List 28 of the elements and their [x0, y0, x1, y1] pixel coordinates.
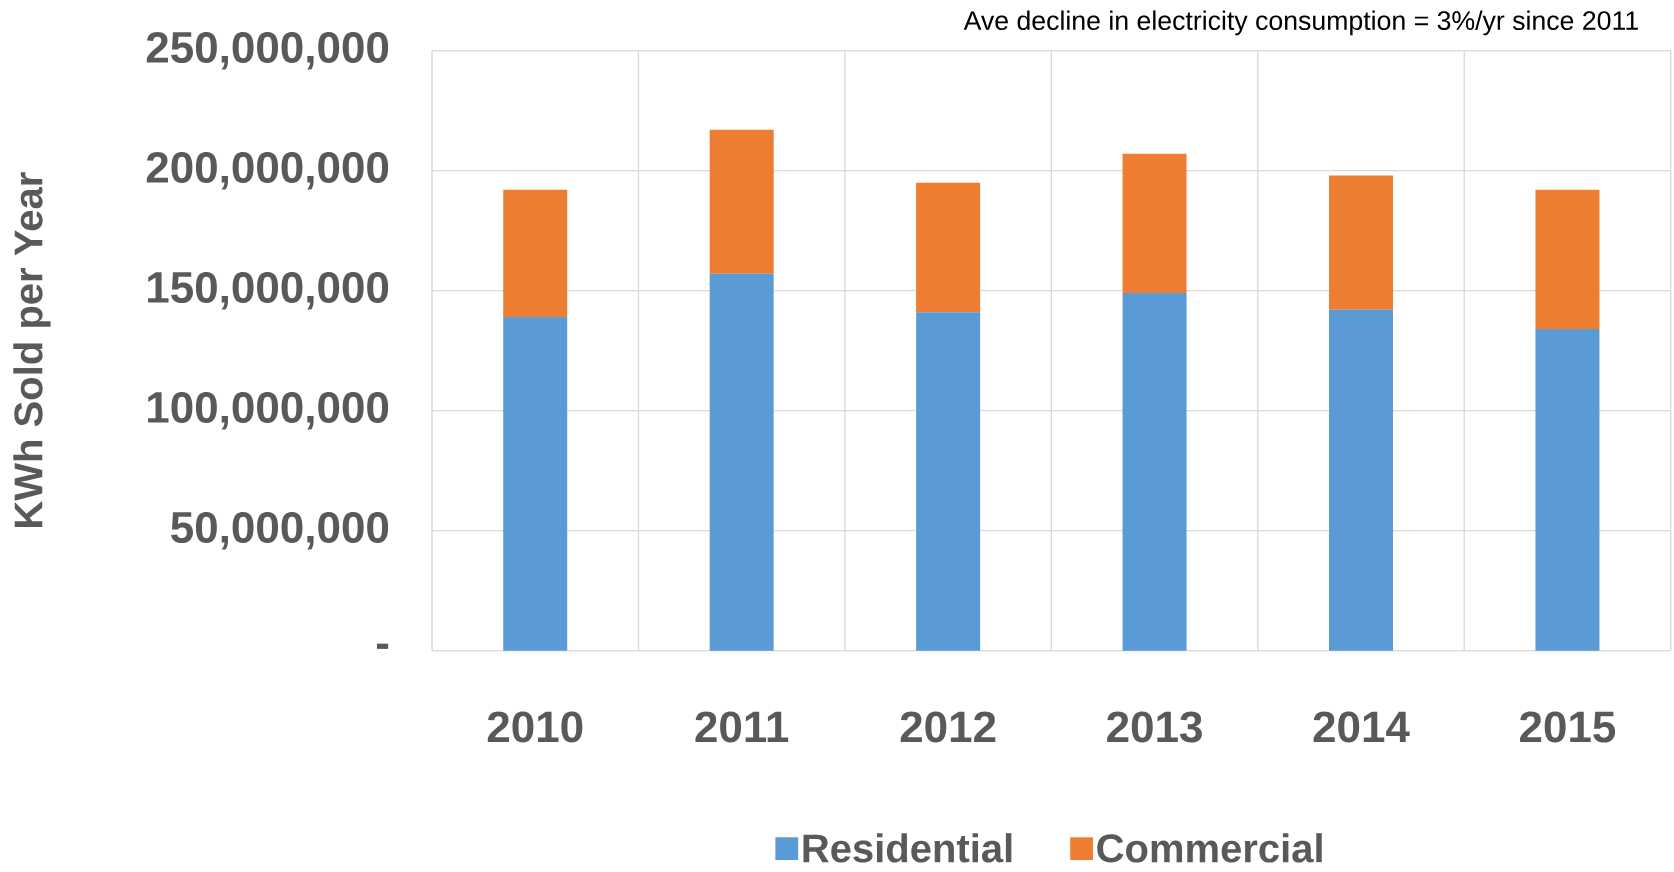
bar	[1329, 309, 1393, 651]
x-tick-label: 2010	[487, 711, 583, 743]
y-tick-label: -	[377, 643, 389, 649]
text: Ave decline in electricity consumption = 3%/yr since 2011	[963, 10, 1638, 36]
bar	[503, 317, 568, 651]
y-tick-label: 150,000,000	[148, 271, 389, 310]
x-tick-label: 2013	[1107, 711, 1202, 743]
y-axis-title: KWh Sold per Year	[13, 172, 51, 527]
x-tick-label: 2014	[1313, 711, 1410, 743]
x-tick-label: 2011	[695, 711, 789, 743]
bar	[709, 129, 774, 274]
bar	[916, 312, 981, 651]
legend-label: Commercial	[1097, 833, 1322, 863]
y-tick-label: 200,000,000	[146, 151, 389, 190]
x-tick-label: 2015	[1520, 711, 1616, 743]
y-tick-label: 50,000,000	[171, 511, 389, 550]
bar	[709, 273, 774, 651]
legend-label: Residential	[803, 833, 1012, 863]
bar	[503, 189, 568, 318]
bar	[1535, 329, 1600, 651]
y-tick-label: 250,000,000	[146, 31, 389, 70]
bar	[1535, 189, 1600, 330]
x-tick-label: 2012	[900, 711, 996, 743]
bar	[1122, 153, 1187, 294]
bar	[1329, 175, 1393, 310]
bar	[916, 182, 981, 313]
y-tick-label: 100,000,000	[148, 391, 389, 430]
bar	[1122, 293, 1187, 651]
